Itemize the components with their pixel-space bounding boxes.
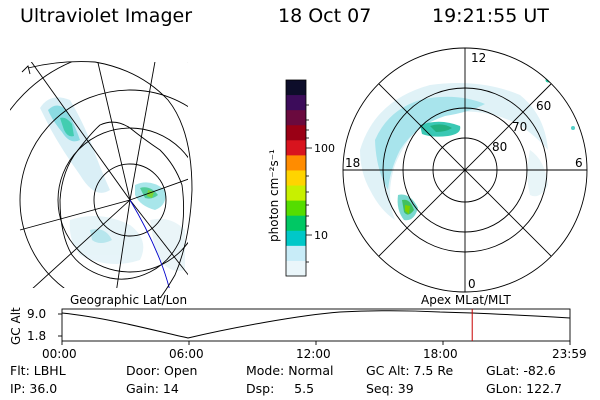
alt-ytick-9: 9.0 — [27, 307, 46, 321]
info-gain: Gain: 14 — [126, 381, 179, 396]
colorbar-cell — [286, 245, 306, 262]
left-map-caption: Geographic Lat/Lon — [70, 293, 188, 307]
mlat-label-60: 60 — [536, 99, 551, 113]
colorbar-unit-label: photon cm⁻²s⁻¹ — [267, 149, 281, 242]
mlat-label-70: 70 — [512, 120, 527, 134]
colorbar-tick-10: 10 — [314, 229, 328, 242]
left-aurora — [40, 97, 185, 271]
coastline — [59, 121, 185, 280]
mlt-label-18: 18 — [345, 156, 360, 170]
info-ip: IP: 36.0 — [10, 381, 58, 396]
colorbar-cell — [286, 110, 306, 126]
mlt-label-6: 6 — [575, 156, 583, 170]
mlt-label-12: 12 — [471, 51, 486, 65]
alt-xtick-1800: 18:00 — [423, 347, 458, 361]
alt-xtick-0600: 06:00 — [169, 347, 204, 361]
altitude-curve — [61, 310, 571, 339]
colorbar-cell — [286, 80, 306, 96]
alt-ytick-1-8: 1.8 — [27, 329, 46, 343]
colorbar-cell — [286, 200, 306, 217]
alt-xtick-2359: 23:59 — [552, 347, 587, 361]
colorbar-cell — [286, 215, 306, 232]
time-label: 19:21:55 UT — [432, 5, 549, 27]
colorbar-cell — [286, 230, 306, 247]
colorbar-cell — [286, 260, 306, 277]
mlat-label-80: 80 — [492, 140, 507, 154]
right-aurora — [360, 77, 575, 221]
mlt-label-0: 0 — [468, 277, 476, 291]
info-glon: GLon: 122.7 — [486, 381, 562, 396]
instrument-title: Ultraviolet Imager — [20, 5, 193, 27]
alt-xtick-1200: 12:00 — [296, 347, 331, 361]
info-seq: Seq: 39 — [366, 381, 414, 396]
geographic-map — [10, 61, 193, 299]
colorbar: 100 10 photon cm⁻²s⁻¹ — [267, 79, 335, 277]
info-flt: Flt: LBHL — [10, 363, 66, 378]
magnetic-polar-map: 12 18 6 0 60 70 80 — [342, 47, 588, 293]
colorbar-tick-100: 100 — [314, 142, 335, 155]
info-dsp: Dsp: 5.5 — [246, 381, 315, 396]
info-mode: Mode: Normal — [246, 363, 334, 378]
info-door: Door: Open — [126, 363, 198, 378]
colorbar-cell — [286, 125, 306, 141]
colorbar-cell — [286, 95, 306, 111]
altitude-plot: GC Alt 9.0 1.8 00:00 06:00 12:00 18:00 2… — [9, 307, 587, 361]
info-glat: GLat: -82.6 — [486, 363, 556, 378]
colorbar-cell — [286, 185, 306, 202]
colorbar-cell — [286, 140, 306, 156]
right-map-caption: Apex MLat/MLT — [421, 293, 511, 307]
date-label: 18 Oct 07 — [278, 5, 372, 27]
colorbar-cell — [286, 155, 306, 171]
alt-xtick-0000: 00:00 — [42, 347, 77, 361]
info-gc-alt: GC Alt: 7.5 Re — [366, 363, 454, 378]
colorbar-cell — [286, 170, 306, 187]
alt-ylabel: GC Alt — [9, 307, 23, 345]
